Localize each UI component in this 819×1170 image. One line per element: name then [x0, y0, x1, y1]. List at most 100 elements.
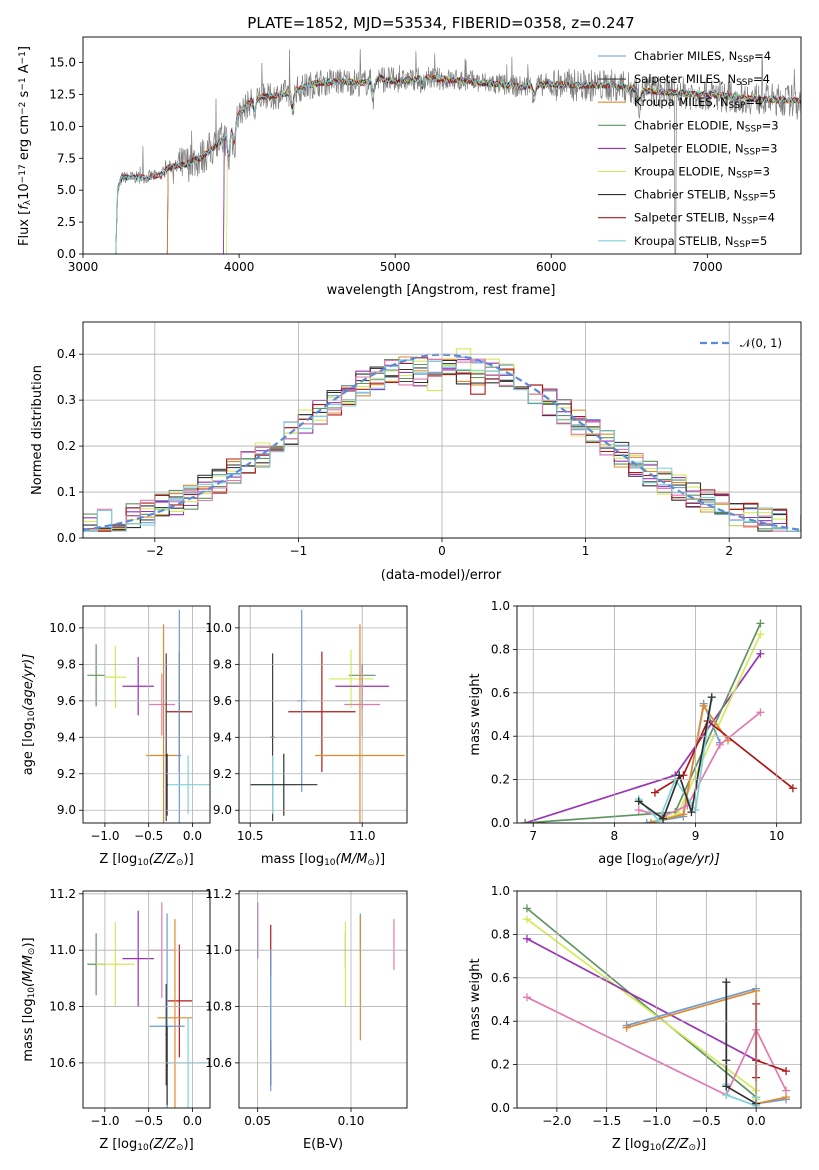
mass-vs-Z-panel-xlabel-part: )]: [184, 1137, 194, 1152]
mass-weight-marker: [521, 819, 530, 823]
legend-entry-part: =3: [753, 165, 770, 179]
mass-weight-line: [526, 918, 758, 1100]
x-tick-label: 2: [725, 544, 733, 558]
legend-entry-part: =3: [762, 118, 779, 132]
x-tick-label: 6000: [536, 260, 567, 274]
legend-entry-part: Kroupa MILES, N: [634, 95, 729, 109]
mass-weight-marker: [756, 649, 765, 658]
age-vs-Z-panel-ylabel-part: age [log: [21, 722, 36, 775]
legend-entry-part: SSP: [742, 194, 759, 204]
weight-vs-Z-panel: −2.0 −1.5 −1.0 −0.5 0.0 0.0 0.2 0.4 0.6 0.8 1.0 Z […: [468, 884, 802, 1153]
age-vs-mass-panel-xlabel: mass [log10(M/M⊙)]: [261, 852, 385, 868]
axes-frame: [82, 605, 211, 824]
axes-frame: [238, 605, 408, 824]
legend-entry-part: =4: [753, 72, 770, 86]
mass-weight-marker: [707, 693, 716, 702]
spectrum-xlabel: wavelength [Angstrom, rest frame]: [327, 283, 556, 298]
legend-entry-part: =4: [754, 49, 771, 63]
age-vs-mass-panel-xlabel-part: ⊙: [367, 858, 375, 868]
y-tick-label: 1.0: [491, 599, 510, 613]
x-tick-label: 8: [611, 829, 619, 843]
mass-weight-line: [526, 907, 758, 1104]
x-tick-label: 7: [529, 829, 537, 843]
legend-entry-part: SSP: [745, 125, 762, 135]
y-tick-label: 9.8: [57, 657, 76, 671]
y-tick-label: 0.0: [57, 247, 76, 261]
axes-frame: [516, 890, 802, 1109]
mass-weight-line: [526, 937, 757, 1062]
mass-weight-marker: [642, 819, 651, 823]
spectrum-ylabel-part: −1: [18, 51, 28, 64]
legend-entry: Kroupa ELODIE, NSSP=3: [634, 165, 770, 181]
x-tick-label: 10: [769, 829, 784, 843]
y-tick-label: 9.6: [57, 694, 76, 708]
x-tick-label: −2: [146, 544, 164, 558]
weight-vs-age-panel-ylabel: mass weight: [468, 673, 483, 755]
mass-weight-marker: [715, 740, 724, 749]
mass-vs-Z-panel-ylabel-part: 10: [27, 987, 37, 999]
y-tick-label: 9.2: [213, 767, 232, 781]
mass-weight-line: [650, 703, 729, 823]
x-tick-label: 3000: [68, 260, 99, 274]
legend-entry-part: Salpeter ELODIE, N: [634, 141, 744, 155]
y-tick-label: 0.3: [57, 393, 76, 407]
weight-vs-age-panel-plot: [521, 619, 797, 823]
y-tick-label: 0.0: [491, 1101, 510, 1115]
weight-vs-age-panel-xlabel-part: 10: [651, 858, 663, 868]
mass-weight-marker: [756, 630, 765, 639]
mass-weight-marker: [634, 797, 643, 806]
mass-weight-marker: [522, 904, 531, 913]
residual-xlabel: (data-model)/error: [381, 568, 502, 583]
x-tick-label: −1: [290, 544, 308, 558]
mass-weight-marker: [646, 819, 655, 823]
legend-entry: Salpeter MILES, NSSP=4: [634, 72, 770, 88]
mass-vs-ebv-panel-xlabel: E(B-V): [303, 1137, 343, 1152]
weight-vs-Z-panel-xlabel-part: Z [log: [612, 1137, 650, 1152]
y-tick-label: 0.8: [491, 642, 510, 656]
mass-weight-marker: [522, 915, 531, 924]
spectrum-panel: 3000 4000 5000 6000 7000 0.0 2.5 5.0 7.5 10.0 12.5…: [17, 14, 802, 298]
age-vs-Z-panel-ylabel: age [log10(age/yr)]: [21, 654, 37, 776]
y-tick-label: 11.0: [205, 943, 232, 957]
mass-weight-marker: [722, 1090, 731, 1099]
spectrum-ylabel-part: A: [17, 64, 32, 77]
legend-entry-part: Salpeter MILES, N: [634, 72, 736, 86]
legend-entry-part: Chabrier STELIB, N: [634, 188, 742, 202]
spectrum-ylabel: Flux [fλ10−17 erg cm−2 s−1 A−1]: [17, 46, 33, 246]
legend-entry: Chabrier MILES, NSSP=4: [634, 49, 771, 65]
mass-vs-ebv-panel: 0.05 0.10 10.6 10.8 11.0 11.2 E(B-V): [205, 887, 408, 1152]
age-vs-Z-panel-xlabel-part: ⊙: [176, 858, 184, 868]
mass-vs-Z-panel-xlabel-part: Z [log: [99, 1137, 137, 1152]
y-tick-label: 9.4: [213, 730, 232, 744]
y-tick-label: 11.0: [49, 943, 76, 957]
y-tick-label: 0.0: [491, 816, 510, 830]
legend-entry-part: SSP: [744, 148, 761, 158]
legend-entry-part: =5: [750, 234, 767, 248]
residual-legend: 𝒩(0, 1): [700, 336, 782, 350]
mass-vs-Z-panel-xlabel-part: 10: [137, 1143, 149, 1153]
mass-vs-Z-panel-xlabel-part: (Z/Z: [149, 1137, 177, 1152]
x-tick-label: 0.05: [244, 1114, 271, 1128]
legend-entry: Chabrier STELIB, NSSP=5: [634, 188, 776, 204]
mass-weight-marker: [522, 993, 531, 1002]
mass-vs-Z-panel-plot: [87, 902, 210, 1108]
x-tick-label: 11.0: [349, 829, 376, 843]
mass-weight-marker: [756, 619, 765, 628]
legend-entry: Kroupa STELIB, NSSP=5: [634, 234, 767, 250]
weight-vs-Z-panel-xlabel-part: ⊙: [688, 1143, 696, 1153]
x-tick-label: 0.0: [747, 1114, 766, 1128]
legend-entry-part: =5: [759, 188, 776, 202]
mass-weight-marker: [782, 1093, 791, 1102]
mass-weight-marker: [756, 708, 765, 717]
y-tick-label: 10.0: [49, 621, 76, 635]
y-tick-label: 0.4: [491, 729, 510, 743]
y-tick-label: 2.5: [57, 215, 76, 229]
y-tick-label: 9.2: [57, 767, 76, 781]
y-tick-label: 0.2: [491, 1058, 510, 1072]
legend-entry-part: Kroupa STELIB, N: [634, 234, 734, 248]
legend-entry-part: Kroupa ELODIE, N: [634, 165, 736, 179]
y-tick-label: 10.8: [205, 1000, 232, 1014]
legend-entry-part: SSP: [736, 171, 753, 181]
legend-entry-part: SSP: [734, 240, 751, 250]
